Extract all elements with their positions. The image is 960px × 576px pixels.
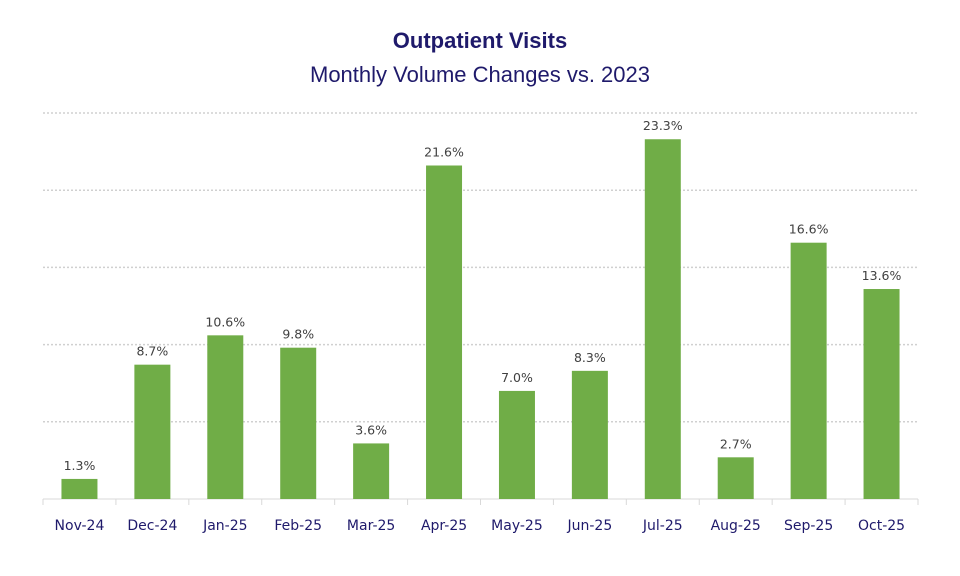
x-tick-label: Oct-25: [858, 518, 905, 534]
data-label: 8.3%: [574, 350, 606, 365]
bar-mar-25: [353, 443, 390, 499]
data-label: 10.6%: [205, 314, 245, 329]
bar-apr-25: [426, 165, 463, 499]
bar-nov-24: [61, 478, 98, 499]
chart-title: Outpatient Visits: [392, 28, 568, 53]
x-tick-label: Jul-25: [642, 518, 683, 534]
x-tick-label: May-25: [491, 518, 543, 534]
data-label: 1.3%: [64, 458, 96, 473]
x-tick-label: Mar-25: [347, 518, 395, 534]
bar-dec-24: [134, 364, 171, 499]
bar-sep-25: [790, 242, 827, 500]
x-tick-label: Feb-25: [274, 518, 322, 534]
bar-may-25: [498, 390, 535, 499]
x-tick-label: Aug-25: [711, 518, 761, 534]
data-label: 16.6%: [789, 222, 829, 237]
chart-subtitle: Monthly Volume Changes vs. 2023: [310, 62, 650, 87]
data-label: 3.6%: [355, 422, 387, 437]
x-tick-label: Sep-25: [784, 518, 833, 534]
x-tick-label: Jan-25: [202, 518, 247, 534]
bar-aug-25: [717, 457, 754, 499]
bar-jun-25: [571, 370, 608, 499]
data-label: 13.6%: [862, 268, 902, 283]
bar-oct-25: [863, 289, 900, 499]
x-tick-label: Dec-24: [127, 518, 177, 534]
x-tick-label: Nov-24: [55, 518, 105, 534]
data-label: 9.8%: [282, 327, 314, 342]
data-label: 8.7%: [136, 344, 168, 359]
bar-jul-25: [644, 139, 681, 500]
data-label: 21.6%: [424, 144, 464, 159]
data-label: 2.7%: [720, 436, 752, 451]
x-tick-label: Apr-25: [421, 518, 467, 534]
bar-feb-25: [280, 347, 317, 499]
data-label: 23.3%: [643, 118, 683, 133]
x-tick-label: Jun-25: [567, 518, 613, 534]
data-label: 7.0%: [501, 370, 533, 385]
bar-jan-25: [207, 335, 244, 499]
